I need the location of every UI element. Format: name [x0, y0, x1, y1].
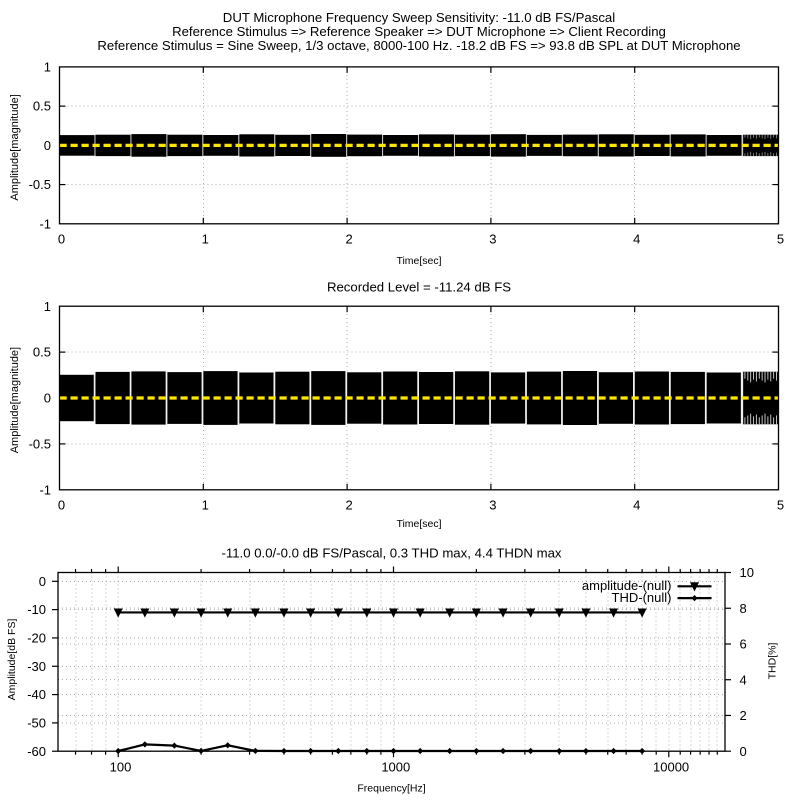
svg-text:-50: -50 — [27, 716, 46, 731]
svg-text:5: 5 — [777, 498, 784, 513]
svg-text:-1: -1 — [39, 482, 51, 497]
svg-text:Time[sec]: Time[sec] — [396, 518, 441, 530]
svg-text:100: 100 — [110, 760, 132, 775]
svg-text:-11.0 0.0/-0.0 dB FS/Pascal, 0: -11.0 0.0/-0.0 dB FS/Pascal, 0.3 THD max… — [221, 546, 561, 561]
svg-text:0: 0 — [740, 744, 747, 759]
svg-text:1: 1 — [44, 60, 51, 75]
svg-text:-0.5: -0.5 — [29, 437, 51, 452]
svg-text:0: 0 — [44, 391, 51, 406]
svg-text:-1: -1 — [39, 216, 51, 231]
svg-text:DUT Microphone Frequency Sweep: DUT Microphone Frequency Sweep Sensitivi… — [223, 10, 615, 25]
svg-text:Frequency[Hz]: Frequency[Hz] — [357, 783, 425, 795]
svg-text:Amplitude[magnitude]: Amplitude[magnitude] — [9, 347, 21, 453]
svg-text:Amplitude[magnitude]: Amplitude[magnitude] — [9, 94, 21, 200]
svg-text:-10: -10 — [27, 602, 46, 617]
svg-text:-20: -20 — [27, 631, 46, 646]
svg-text:4: 4 — [633, 232, 640, 247]
svg-text:3: 3 — [489, 232, 496, 247]
svg-text:THD-(null): THD-(null) — [612, 590, 672, 605]
svg-text:Time[sec]: Time[sec] — [396, 255, 441, 267]
svg-text:4: 4 — [633, 498, 640, 513]
svg-text:0: 0 — [58, 498, 65, 513]
svg-text:3: 3 — [489, 498, 496, 513]
svg-text:Reference Stimulus = Sine Swee: Reference Stimulus = Sine Sweep, 1/3 oct… — [97, 38, 740, 53]
svg-text:-40: -40 — [27, 687, 46, 702]
svg-text:1: 1 — [202, 498, 209, 513]
svg-text:2: 2 — [345, 232, 352, 247]
svg-text:2: 2 — [740, 708, 747, 723]
svg-text:0.5: 0.5 — [33, 345, 51, 360]
svg-text:5: 5 — [777, 232, 784, 247]
svg-text:1000: 1000 — [381, 760, 410, 775]
svg-text:4: 4 — [740, 672, 747, 687]
svg-text:THD[%]: THD[%] — [767, 643, 779, 680]
svg-text:2: 2 — [345, 498, 352, 513]
svg-text:10: 10 — [740, 565, 754, 580]
svg-text:8: 8 — [740, 601, 747, 616]
svg-text:1: 1 — [44, 299, 51, 314]
svg-text:1: 1 — [202, 232, 209, 247]
svg-text:Amplitude[dB FS]: Amplitude[dB FS] — [6, 619, 18, 701]
svg-text:-60: -60 — [27, 744, 46, 759]
svg-text:0.5: 0.5 — [33, 99, 51, 114]
svg-text:6: 6 — [740, 637, 747, 652]
svg-text:0: 0 — [58, 232, 65, 247]
svg-text:0: 0 — [44, 138, 51, 153]
svg-text:Recorded Level = -11.24 dB FS: Recorded Level = -11.24 dB FS — [327, 280, 511, 295]
svg-text:0: 0 — [39, 574, 46, 589]
svg-text:-0.5: -0.5 — [29, 177, 51, 192]
svg-text:amplitude-(null): amplitude-(null) — [582, 578, 672, 593]
svg-text:10000: 10000 — [653, 760, 689, 775]
svg-text:Reference Stimulus => Referenc: Reference Stimulus => Reference Speaker … — [172, 24, 666, 39]
svg-text:-30: -30 — [27, 659, 46, 674]
